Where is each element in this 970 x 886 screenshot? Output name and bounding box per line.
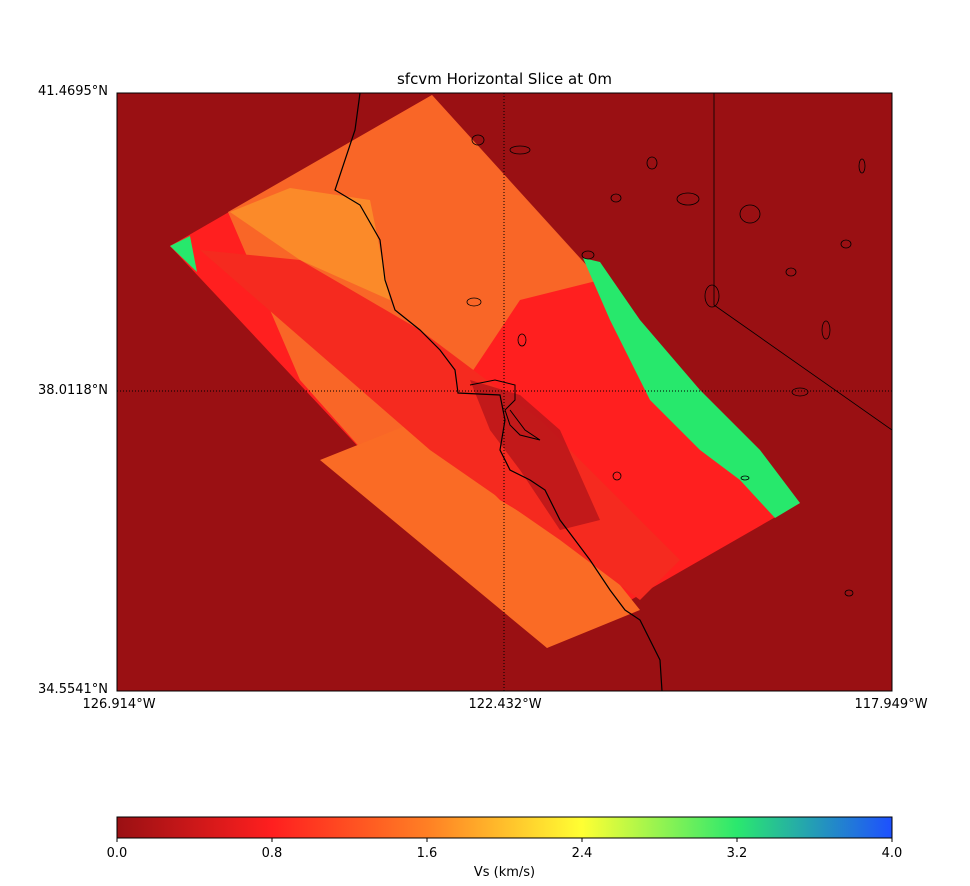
region-green-west bbox=[170, 236, 197, 272]
y-tick-label: 38.0118°N bbox=[38, 383, 108, 398]
lake bbox=[791, 387, 809, 397]
lake bbox=[844, 589, 854, 597]
lake bbox=[739, 204, 761, 224]
region-light-orange bbox=[230, 188, 390, 300]
lake bbox=[517, 333, 527, 347]
colorbar bbox=[116, 816, 893, 839]
x-tick-label: 126.914°W bbox=[82, 697, 156, 712]
lake bbox=[471, 134, 485, 146]
lake bbox=[646, 156, 658, 170]
chart-title: sfcvm Horizontal Slice at 0m bbox=[396, 70, 613, 88]
lake bbox=[785, 267, 797, 277]
lake bbox=[676, 192, 700, 206]
x-tick-label: 117.949°W bbox=[854, 697, 928, 712]
x-tick-label: 122.432°W bbox=[468, 697, 542, 712]
lake bbox=[466, 297, 482, 307]
colorbar-ticks bbox=[116, 838, 893, 842]
colorbar-tick-label: 1.6 bbox=[416, 846, 438, 861]
lake bbox=[509, 145, 531, 155]
colorbar-tick-label: 0.8 bbox=[261, 846, 283, 861]
region-coastal-orange bbox=[228, 95, 600, 470]
lake bbox=[858, 158, 866, 174]
lake bbox=[610, 193, 622, 203]
colorbar-tick-label: 3.2 bbox=[726, 846, 748, 861]
state-border bbox=[713, 93, 892, 431]
colorbar-label: Vs (km/s) bbox=[473, 865, 536, 880]
bay-outline bbox=[469, 379, 541, 441]
lake bbox=[840, 239, 852, 249]
lake bbox=[821, 320, 831, 340]
plot-frame bbox=[116, 92, 893, 692]
colorbar-tick-label: 0.0 bbox=[106, 846, 128, 861]
y-tick-label: 41.4695°N bbox=[38, 84, 108, 99]
region-bay-basin bbox=[470, 380, 600, 530]
colorbar-tick-label: 2.4 bbox=[571, 846, 593, 861]
region-southwest-orange bbox=[320, 420, 640, 648]
lake bbox=[704, 284, 720, 308]
region-green-east bbox=[583, 258, 800, 518]
y-tick-label: 34.5541°N bbox=[38, 682, 108, 697]
lake bbox=[740, 475, 750, 481]
lake bbox=[612, 471, 622, 481]
colorbar-tick-label: 4.0 bbox=[881, 846, 903, 861]
coastline bbox=[334, 93, 663, 691]
lake bbox=[581, 250, 595, 260]
